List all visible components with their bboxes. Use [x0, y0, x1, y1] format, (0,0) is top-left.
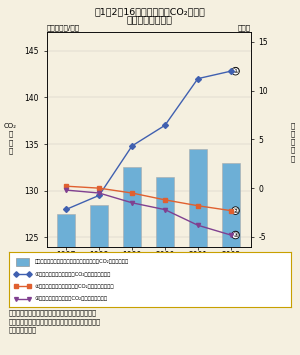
Text: ガソリンおよび軽油の消費量から算出されるCO₂排出量の推移: ガソリンおよび軽油の消費量から算出されるCO₂排出量の推移	[34, 260, 129, 264]
Text: ③旅行速度の要因によるCO₂排出の推移の割合: ③旅行速度の要因によるCO₂排出の推移の割合	[34, 296, 107, 301]
Bar	[189, 149, 207, 355]
Bar	[156, 177, 174, 355]
Bar	[123, 167, 141, 355]
Text: 図1－2－16　要因によるCO₂排出量: 図1－2－16 要因によるCO₂排出量	[94, 7, 206, 16]
Text: ①走行台キロの要因によるCO₂排出の推移の割合: ①走行台キロの要因によるCO₂排出の推移の割合	[34, 272, 111, 277]
Text: （百万トン/年）: （百万トン/年）	[46, 24, 80, 31]
Bar	[16, 258, 29, 266]
Text: CO₂
排
出
量: CO₂ 排 出 量	[4, 123, 17, 154]
Text: ①: ①	[232, 68, 239, 74]
Bar	[57, 214, 75, 355]
Bar	[90, 205, 108, 355]
Text: （％）: （％）	[237, 24, 250, 31]
Text: の推移（乗用車）: の推移（乗用車）	[127, 16, 173, 25]
Text: ②自動車の燃費の要因によるCO₂排出の推移の割合: ②自動車の燃費の要因によるCO₂排出の推移の割合	[34, 284, 114, 289]
Text: （年）: （年）	[252, 254, 265, 261]
Bar	[222, 163, 240, 355]
Text: ③: ③	[232, 232, 239, 238]
Text: 資料：国土交通省『「地球温暖化防止のための道
　　路政策会議」報告』（平成１７年１２月）より
　　環境省作成: 資料：国土交通省『「地球温暖化防止のための道 路政策会議」報告』（平成１７年１２…	[9, 310, 101, 333]
Text: 推
移
の
割
合: 推 移 の 割 合	[290, 122, 295, 162]
Text: ②: ②	[232, 208, 239, 214]
